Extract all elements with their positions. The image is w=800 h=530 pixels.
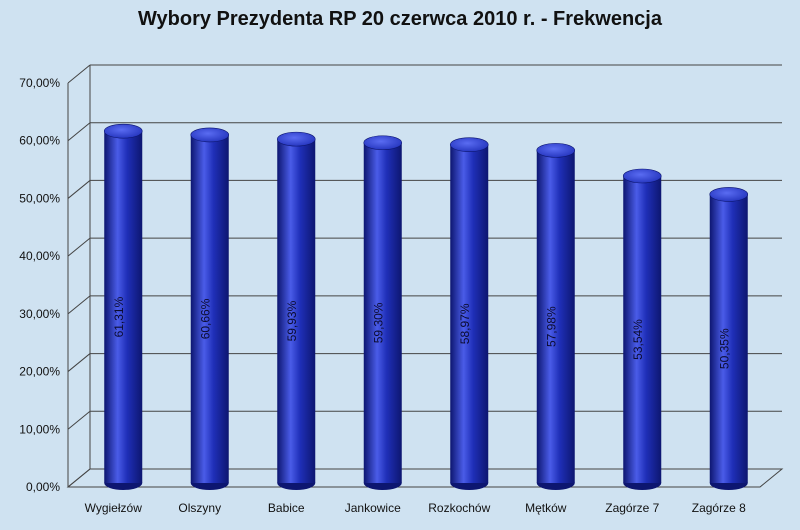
- y-tick-label: 40,00%: [19, 249, 60, 263]
- data-label: 58,97%: [458, 303, 472, 344]
- data-label: 61,31%: [112, 296, 126, 337]
- data-label: 60,66%: [199, 298, 213, 339]
- bar-body: [190, 134, 229, 483]
- gridline-side: [67, 122, 91, 142]
- gridline-side: [67, 410, 91, 430]
- bar: [622, 168, 662, 490]
- bar-body: [363, 142, 402, 484]
- bar-top: [103, 123, 143, 139]
- bar-body: [277, 139, 316, 483]
- bar-body: [536, 150, 575, 484]
- bar: [103, 123, 143, 490]
- y-tick-label: 30,00%: [19, 307, 60, 321]
- chart-floor: [66, 468, 784, 488]
- bar-top: [622, 168, 662, 184]
- y-tick-label: 50,00%: [19, 191, 60, 205]
- bar: [190, 127, 230, 490]
- data-label: 53,54%: [631, 319, 645, 360]
- bar-top: [363, 135, 403, 151]
- x-tick-label: Mętków: [525, 501, 567, 515]
- data-label: 50,35%: [718, 328, 732, 369]
- x-tick-label: Wygiełzów: [85, 501, 143, 515]
- x-tick-label: Jankowice: [345, 501, 401, 515]
- x-tick-label: Zagórze 7: [605, 501, 659, 515]
- x-tick-label: Zagórze 8: [692, 501, 746, 515]
- gridline-side: [67, 295, 91, 315]
- x-tick-label: Olszyny: [178, 501, 221, 515]
- bar: [709, 187, 749, 490]
- x-tick-label: Babice: [268, 501, 305, 515]
- bar: [276, 131, 316, 490]
- bar-top: [190, 127, 230, 143]
- gridline-side: [67, 64, 91, 84]
- bar-body: [623, 175, 662, 483]
- data-label: 57,98%: [545, 306, 559, 347]
- bar-body: [450, 144, 489, 483]
- bar: [363, 135, 403, 490]
- gridline-side: [67, 468, 91, 488]
- bar: [536, 143, 576, 490]
- y-tick-label: 10,00%: [19, 422, 60, 436]
- data-label: 59,30%: [372, 302, 386, 343]
- y-tick-label: 20,00%: [19, 365, 60, 379]
- bar-top: [449, 137, 489, 152]
- bar-body: [104, 131, 143, 483]
- gridline-side: [67, 353, 91, 372]
- gridline-side: [67, 237, 91, 257]
- y-tick-label: 70,00%: [19, 76, 60, 90]
- bar-body: [709, 194, 748, 483]
- y-tick-label: 0,00%: [26, 480, 60, 494]
- bar-top: [536, 143, 576, 158]
- bar-top: [709, 187, 749, 202]
- bar-top: [276, 131, 316, 147]
- x-tick-label: Rozkochów: [428, 501, 490, 515]
- gridline-side: [67, 180, 91, 199]
- chart-title: Wybory Prezydenta RP 20 czerwca 2010 r. …: [138, 8, 662, 30]
- bar: [449, 137, 489, 490]
- data-label: 59,93%: [285, 300, 299, 341]
- y-tick-label: 60,00%: [19, 134, 60, 148]
